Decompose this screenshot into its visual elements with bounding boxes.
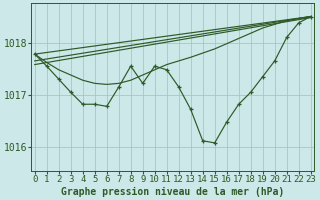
X-axis label: Graphe pression niveau de la mer (hPa): Graphe pression niveau de la mer (hPa) <box>61 186 284 197</box>
